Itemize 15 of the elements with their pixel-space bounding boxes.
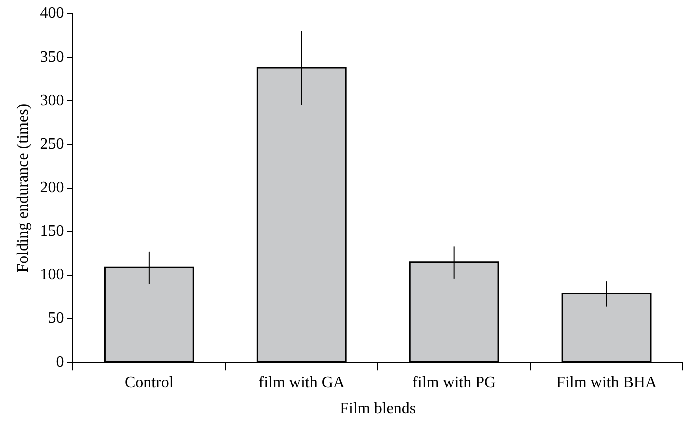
y-axis-title: Folding endurance (times) — [14, 104, 32, 273]
y-tick-label: 150 — [40, 223, 64, 240]
x-tick-label: film with PG — [412, 374, 497, 392]
y-tick-label: 200 — [40, 180, 64, 197]
y-tick-label: 100 — [40, 266, 64, 284]
y-tick-label: 400 — [40, 5, 64, 22]
y-tick-label: 50 — [48, 310, 64, 328]
y-tick-label: 350 — [40, 48, 64, 66]
y-tick-label: 300 — [40, 92, 64, 110]
x-tick-label: film with GA — [258, 374, 346, 392]
x-tick-label: Film with BHA — [556, 374, 658, 392]
x-tick-label: Control — [124, 374, 174, 392]
y-tick-label: 0 — [56, 354, 64, 371]
y-tick-label: 250 — [40, 136, 64, 153]
x-axis-title: Film blends — [340, 400, 416, 418]
